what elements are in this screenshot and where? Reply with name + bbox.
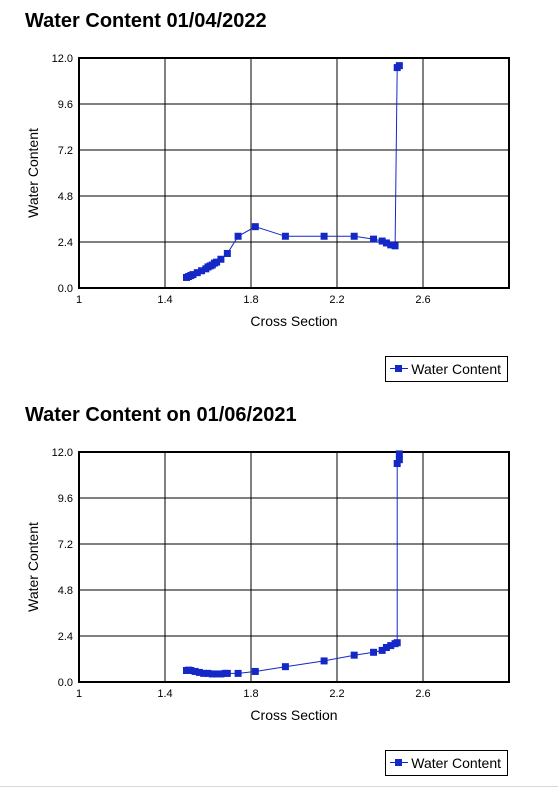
data-point — [193, 269, 201, 277]
series-line — [186, 453, 400, 675]
data-point — [223, 669, 231, 677]
data-point — [387, 241, 395, 249]
legend-line-marker-icon — [390, 756, 409, 770]
legend-label: Water Content — [411, 755, 501, 771]
legend: Water Content — [385, 750, 508, 776]
data-point — [387, 642, 395, 650]
data-point — [393, 639, 401, 647]
y-tick-label: 4.8 — [58, 585, 73, 597]
plot-frame — [78, 57, 510, 289]
data-point — [208, 670, 216, 678]
y-tick-label: 9.6 — [58, 493, 73, 505]
chart-title: Water Content 01/04/2022 — [25, 10, 267, 32]
data-point — [395, 456, 403, 464]
x-tick-label: 2.6 — [415, 294, 430, 306]
legend-label: Water Content — [411, 361, 501, 377]
x-axis-title: Cross Section — [250, 707, 337, 723]
data-point — [382, 644, 390, 651]
x-tick-label: 1.4 — [157, 294, 172, 306]
y-axis-title: Water Content — [25, 522, 41, 612]
chart-water-content-2021: Water Content on 01/06/2021 1 1.4 1.8 2.2 2.… — [0, 394, 558, 789]
x-tick-label: 1.4 — [157, 688, 172, 700]
data-point — [234, 232, 242, 240]
chart-water-content-2022: Water Content 01/04/2022 1 1.4 1.8 2.2 2.6 0.… — [0, 0, 558, 394]
y-tick-label: 0.0 — [58, 677, 73, 689]
data-point — [234, 669, 242, 677]
data-point — [251, 667, 259, 675]
x-tick-label: 2.6 — [415, 688, 430, 700]
data-point — [200, 669, 208, 677]
x-axis-title: Cross Section — [250, 313, 337, 329]
data-point — [217, 255, 225, 263]
legend: Water Content — [385, 356, 508, 382]
y-tick-label: 2.4 — [58, 631, 73, 643]
data-point — [382, 239, 390, 247]
x-tick-label: 2.2 — [329, 294, 344, 306]
data-point — [370, 648, 378, 656]
data-point — [213, 670, 221, 678]
data-point — [281, 232, 289, 240]
data-point — [395, 450, 403, 458]
data-point — [350, 232, 358, 240]
x-tick-label: 1 — [76, 688, 82, 700]
data-point — [393, 460, 401, 467]
data-point — [320, 657, 328, 665]
y-tick-label: 7.2 — [58, 539, 73, 551]
x-tick-label: 1.8 — [243, 294, 258, 306]
data-point — [191, 667, 199, 675]
series-line — [186, 65, 400, 278]
data-point — [213, 258, 221, 266]
y-tick-label: 12.0 — [52, 447, 73, 459]
data-point — [223, 250, 231, 257]
y-tick-label: 12.0 — [52, 53, 73, 65]
data-point — [204, 669, 212, 677]
data-point — [281, 663, 289, 671]
y-tick-label: 7.2 — [58, 145, 73, 157]
data-point — [320, 232, 328, 240]
data-point — [370, 235, 378, 243]
data-point — [187, 667, 195, 674]
x-tick-label: 1.8 — [243, 688, 258, 700]
chart-plot-svg: 1 1.4 1.8 2.2 2.6 0.0 2.4 4.8 7.2 9.6 12.0 Cross Se… — [25, 447, 510, 723]
x-tick-label: 1 — [76, 294, 82, 306]
plot-frame — [78, 451, 510, 683]
data-point — [395, 62, 403, 70]
data-point — [391, 242, 399, 250]
data-point — [378, 646, 386, 654]
data-point — [195, 668, 203, 676]
y-tick-label: 9.6 — [58, 99, 73, 111]
y-tick-label: 2.4 — [58, 237, 73, 249]
data-point — [251, 223, 259, 231]
y-tick-label: 0.0 — [58, 283, 73, 295]
data-point — [189, 271, 197, 279]
data-point — [217, 670, 225, 678]
chart-plot-svg: 1 1.4 1.8 2.2 2.6 0.0 2.4 4.8 7.2 9.6 12.0 Cross Se… — [25, 53, 510, 329]
data-point — [350, 651, 358, 659]
chart-title: Water Content on 01/06/2021 — [25, 404, 297, 426]
y-axis-title: Water Content — [25, 128, 41, 218]
data-point — [378, 237, 386, 245]
legend-line-marker-icon — [390, 362, 409, 376]
data-point — [198, 267, 206, 275]
x-tick-label: 2.2 — [329, 688, 344, 700]
divider — [0, 786, 558, 787]
y-tick-label: 4.8 — [58, 191, 73, 203]
